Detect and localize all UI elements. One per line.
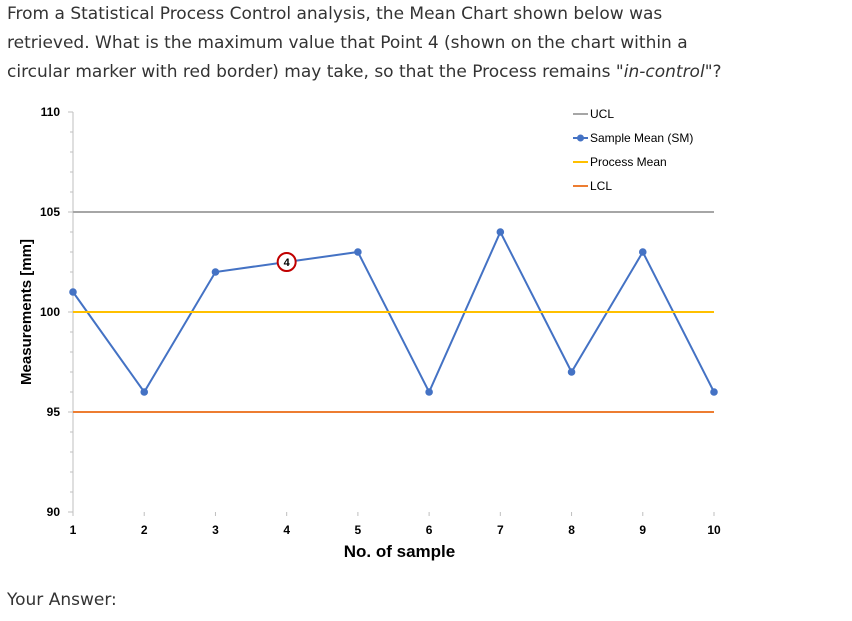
y-axis-title: Measurements [mm] <box>18 239 35 385</box>
x-tick-label: 4 <box>283 523 290 537</box>
question-line-2: retrieved. What is the maximum value tha… <box>7 33 688 53</box>
x-tick-label: 5 <box>355 523 362 537</box>
x-axis-title: No. of sample <box>344 542 455 561</box>
x-tick-label: 8 <box>568 523 575 537</box>
sample-mean-point <box>354 248 362 256</box>
sample-mean-point <box>69 288 77 296</box>
legend-entry: Process Mean <box>590 155 667 169</box>
sample-mean-point <box>496 228 505 236</box>
mean-chart-svg: 90 95 100 105 110 1 2 3 4 5 6 7 8 9 10 No. of sample Mea… <box>18 105 721 561</box>
x-tick-label: 9 <box>639 523 646 537</box>
legend-entry: UCL <box>590 107 614 121</box>
y-tick-label: 90 <box>47 505 61 519</box>
answer-label: Your Answer: <box>7 590 117 610</box>
sample-mean-point <box>211 268 220 276</box>
x-tick-label: 2 <box>141 523 148 537</box>
legend-entry: LCL <box>590 179 612 193</box>
question-emphasis: in-control <box>623 62 705 82</box>
question-line-3-end: "? <box>704 62 722 82</box>
sample-mean-point <box>638 248 647 256</box>
question-line-3-start: circular marker with red border) may tak… <box>7 62 624 82</box>
highlighted-point-marker <box>276 252 297 272</box>
y-tick-label: 105 <box>40 205 60 219</box>
x-tick-label: 3 <box>212 523 219 537</box>
sample-mean-point <box>710 388 718 396</box>
mean-chart: 90 95 100 105 110 1 2 3 4 5 6 7 8 9 10 No. of sample Mea… <box>0 95 852 575</box>
x-tick-label: 7 <box>497 523 504 537</box>
y-tick-label: 100 <box>40 305 60 319</box>
y-tick-label: 95 <box>47 405 61 419</box>
question-line-1: From a Statistical Process Control analy… <box>7 4 663 24</box>
x-tick-label: 10 <box>707 523 721 537</box>
sample-mean-point <box>140 388 149 396</box>
highlighted-point-label: 4 <box>284 257 291 269</box>
x-tick-label: 6 <box>426 523 433 537</box>
question-line-3: circular marker with red border) may tak… <box>7 58 847 87</box>
sample-mean-point <box>567 368 576 376</box>
question-text: From a Statistical Process Control analy… <box>7 0 847 87</box>
sample-mean-point <box>425 388 433 396</box>
y-tick-label: 110 <box>41 105 61 119</box>
x-tick-label: 1 <box>70 523 77 537</box>
legend-entry: Sample Mean (SM) <box>590 131 693 145</box>
legend-marker <box>577 134 584 142</box>
